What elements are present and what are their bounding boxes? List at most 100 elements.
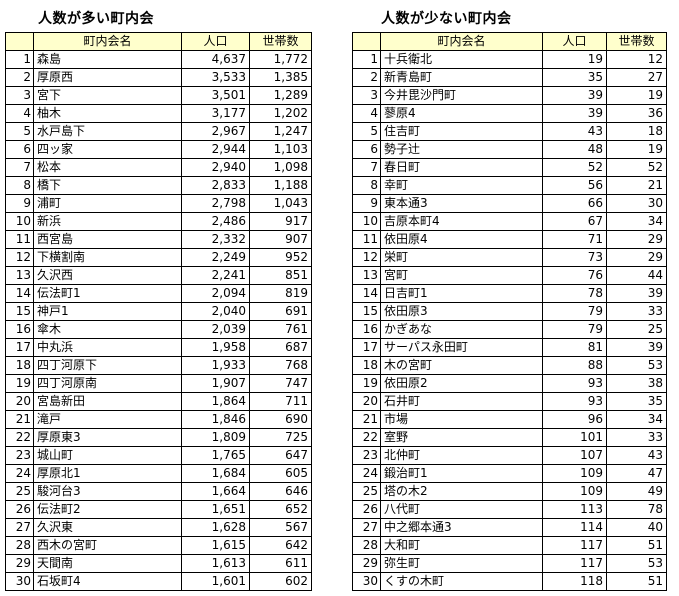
table-row: 16 傘木 2,039 761 [5,320,312,339]
households-cell: 605 [249,464,312,483]
table-row: 19 四丁河原南 1,907 747 [5,374,312,393]
table-row: 3 宮下 3,501 1,289 [5,86,312,105]
table-row: 24 厚原北1 1,684 605 [5,464,312,483]
households-header: 世帯数 [249,32,312,51]
population-cell: 1,664 [181,482,250,501]
households-cell: 952 [249,248,312,267]
households-cell: 687 [249,338,312,357]
rank-cell: 3 [352,86,381,105]
population-cell: 113 [542,500,607,519]
district-name-cell: 四ッ家 [33,140,182,159]
households-cell: 29 [606,230,667,249]
table-row: 12 栄町 73 29 [352,248,667,267]
district-name-cell: 幸町 [380,176,543,195]
table-row: 13 宮町 76 44 [352,266,667,285]
district-name-cell: 中丸浜 [33,338,182,357]
table-row: 22 室野 101 33 [352,428,667,447]
population-cell: 93 [542,374,607,393]
table-row: 25 駿河台3 1,664 646 [5,482,312,501]
rank-cell: 27 [352,518,381,537]
district-name-cell: 今井毘沙門町 [380,86,543,105]
households-cell: 1,098 [249,158,312,177]
rank-cell: 13 [5,266,34,285]
rank-cell: 14 [5,284,34,303]
table-row: 19 依田原2 93 38 [352,374,667,393]
table-row: 11 依田原4 71 29 [352,230,667,249]
households-cell: 1,289 [249,86,312,105]
rank-cell: 2 [5,68,34,87]
rank-cell: 9 [352,194,381,213]
table-row: 20 宮島新田 1,864 711 [5,392,312,411]
district-name-cell: 室野 [380,428,543,447]
households-cell: 18 [606,122,667,141]
population-cell: 67 [542,212,607,231]
households-cell: 51 [606,572,667,591]
population-cell: 1,933 [181,356,250,375]
population-cell: 2,967 [181,122,250,141]
rank-cell: 7 [352,158,381,177]
district-name-cell: 中之郷本通3 [380,518,543,537]
district-name-cell: 新浜 [33,212,182,231]
population-cell: 1,907 [181,374,250,393]
table-row: 5 水戸島下 2,967 1,247 [5,122,312,141]
population-header: 人口 [181,32,250,51]
district-name-cell: 十兵衛北 [380,50,543,69]
rank-cell: 20 [352,392,381,411]
district-name-cell: 東本通3 [380,194,543,213]
table-row: 2 厚原西 3,533 1,385 [5,68,312,87]
population-cell: 3,177 [181,104,250,123]
table-row: 30 くすの木町 118 51 [352,572,667,591]
population-cell: 2,332 [181,230,250,249]
district-name-cell: サーパス永田町 [380,338,543,357]
table-row: 26 八代町 113 78 [352,500,667,519]
population-cell: 118 [542,572,607,591]
rank-header [5,32,34,51]
district-name-cell: 勢子辻 [380,140,543,159]
households-cell: 33 [606,302,667,321]
rank-cell: 24 [352,464,381,483]
district-name-cell: 柚木 [33,104,182,123]
district-name-cell: 大和町 [380,536,543,555]
table-row: 29 弥生町 117 53 [352,554,667,573]
households-cell: 29 [606,248,667,267]
rank-cell: 11 [352,230,381,249]
district-name-cell: 水戸島下 [33,122,182,141]
rank-cell: 19 [5,374,34,393]
rank-cell: 6 [5,140,34,159]
table-row: 3 今井毘沙門町 39 19 [352,86,667,105]
table-row: 25 塔の木2 109 49 [352,482,667,501]
district-name-cell: 栄町 [380,248,543,267]
table-row: 1 森島 4,637 1,772 [5,50,312,69]
most-populous-table: 町内会名 人口 世帯数 1 森島 4,637 1,772 2 厚原西 3,533 1,385 3… [5,32,312,591]
table-row: 27 久沢東 1,628 567 [5,518,312,537]
population-cell: 1,615 [181,536,250,555]
households-cell: 691 [249,302,312,321]
households-cell: 819 [249,284,312,303]
population-cell: 2,094 [181,284,250,303]
households-cell: 38 [606,374,667,393]
district-name-cell: 宮下 [33,86,182,105]
rank-cell: 20 [5,392,34,411]
rank-cell: 16 [352,320,381,339]
district-name-header: 町内会名 [380,32,543,51]
district-name-cell: くすの木町 [380,572,543,591]
rank-cell: 12 [352,248,381,267]
district-name-cell: 木の宮町 [380,356,543,375]
rank-cell: 15 [352,302,381,321]
households-cell: 52 [606,158,667,177]
rank-cell: 18 [5,356,34,375]
households-cell: 652 [249,500,312,519]
table-row: 10 新浜 2,486 917 [5,212,312,231]
households-cell: 78 [606,500,667,519]
district-name-cell: 依田原2 [380,374,543,393]
households-cell: 27 [606,68,667,87]
rank-cell: 10 [352,212,381,231]
rank-cell: 29 [5,554,34,573]
households-cell: 53 [606,554,667,573]
population-cell: 35 [542,68,607,87]
district-name-cell: 市場 [380,410,543,429]
table-row: 23 城山町 1,765 647 [5,446,312,465]
district-name-cell: 日吉町1 [380,284,543,303]
population-cell: 39 [542,104,607,123]
district-name-cell: 橋下 [33,176,182,195]
